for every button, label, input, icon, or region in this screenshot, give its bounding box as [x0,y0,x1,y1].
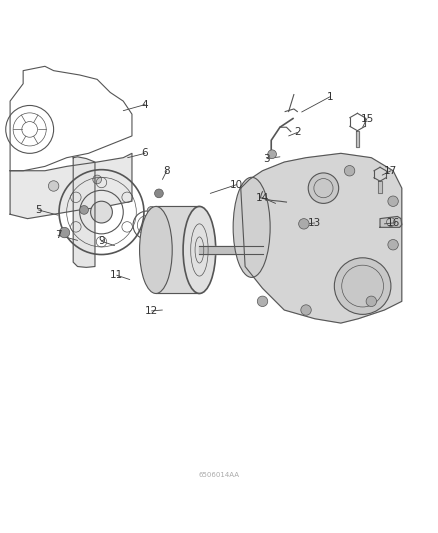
Text: 6: 6 [142,148,148,158]
Text: 17: 17 [384,166,398,176]
Polygon shape [378,181,382,193]
Circle shape [366,296,377,306]
Text: 4: 4 [142,100,148,110]
Polygon shape [73,157,95,268]
Circle shape [301,305,311,315]
Polygon shape [10,154,132,219]
Circle shape [268,150,276,158]
Circle shape [80,206,88,214]
Text: 10: 10 [230,180,243,190]
Ellipse shape [140,206,172,294]
Text: 15: 15 [360,114,374,124]
Polygon shape [380,216,402,228]
Circle shape [344,166,355,176]
Circle shape [388,239,398,250]
Text: 11: 11 [110,270,124,280]
Text: 2: 2 [294,127,300,138]
Ellipse shape [233,177,270,277]
Text: 14: 14 [256,193,269,203]
Circle shape [93,175,102,184]
Polygon shape [241,154,402,323]
Text: 16: 16 [386,218,400,228]
Polygon shape [199,246,262,254]
Polygon shape [156,206,199,294]
Text: 12: 12 [145,306,158,316]
Circle shape [155,189,163,198]
Circle shape [308,173,339,204]
Text: 13: 13 [308,218,321,228]
Circle shape [147,206,156,215]
Text: 6506014AA: 6506014AA [198,472,240,479]
Text: 8: 8 [163,166,170,176]
Ellipse shape [183,206,216,294]
Circle shape [59,228,70,238]
Circle shape [48,181,59,191]
Polygon shape [356,131,359,147]
Circle shape [257,296,268,306]
Text: 5: 5 [35,205,42,215]
Text: 7: 7 [55,230,61,240]
Text: 1: 1 [327,92,333,102]
Text: 3: 3 [264,154,270,164]
Circle shape [388,196,398,206]
Circle shape [91,201,113,223]
Circle shape [299,219,309,229]
Text: 9: 9 [98,236,105,246]
Circle shape [334,258,391,314]
